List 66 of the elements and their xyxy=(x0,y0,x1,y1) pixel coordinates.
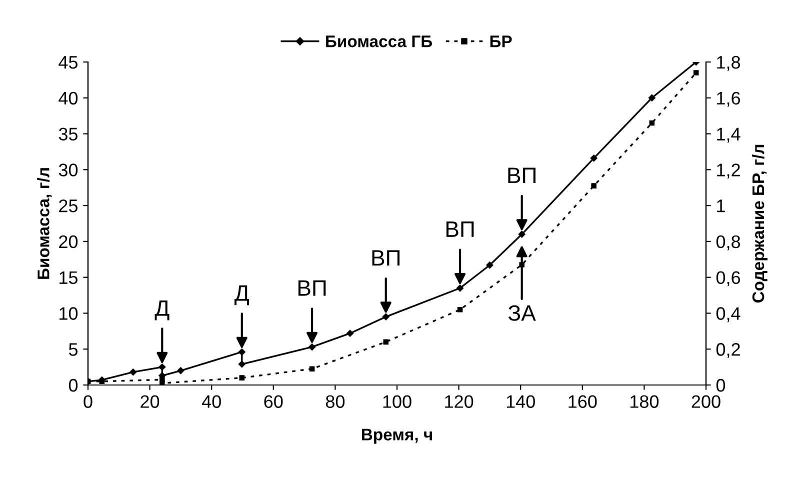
y-tick-label: 45 xyxy=(58,56,78,69)
legend-label: Биомасса ГБ xyxy=(326,36,432,48)
point xyxy=(239,375,245,380)
point xyxy=(486,262,494,269)
y2-axis-title: Содержание БР, г/л xyxy=(752,144,768,303)
y2-tick-label: 1,6 xyxy=(717,92,740,107)
annotation: ВП xyxy=(298,280,326,296)
point xyxy=(99,378,105,384)
y2-tick-label: 0,6 xyxy=(716,271,740,286)
y-tick-label: 40 xyxy=(58,92,78,105)
point xyxy=(346,330,354,337)
x-tick-label: 120 xyxy=(445,395,474,408)
point xyxy=(590,154,598,162)
point xyxy=(519,262,524,268)
annotation: Д xyxy=(234,285,249,306)
point xyxy=(308,344,316,350)
point xyxy=(382,313,390,320)
y-tick-label: 15 xyxy=(60,271,78,284)
point xyxy=(649,120,655,126)
annotation: Д xyxy=(154,300,170,320)
y2-tick-label: 0,8 xyxy=(716,235,740,250)
y2-tick-label: 1 xyxy=(717,200,725,212)
y-tick-label: 10 xyxy=(60,307,78,320)
x-tick-label: 160 xyxy=(568,395,597,408)
x-tick-label: 80 xyxy=(326,395,345,408)
point xyxy=(309,366,315,372)
y-tick-label: 30 xyxy=(58,164,78,176)
y2-tick-label: 1,4 xyxy=(717,128,740,143)
point xyxy=(177,367,184,374)
point xyxy=(648,94,656,102)
point xyxy=(693,70,699,76)
x-tick-label: 20 xyxy=(140,395,160,408)
y-tick-label: 25 xyxy=(59,199,78,212)
x-tick-label: 100 xyxy=(383,395,412,408)
point xyxy=(160,380,165,385)
x-tick-label: 180 xyxy=(630,395,659,408)
point xyxy=(456,284,464,292)
y-tick-label: 20 xyxy=(59,235,78,248)
y2-tick-label: 1,2 xyxy=(717,164,740,179)
x-tick-label: 60 xyxy=(264,395,283,408)
annotation: ЗА xyxy=(508,305,536,321)
y-tick-label: 35 xyxy=(58,128,78,140)
y-axis-title: Биомасса, г/л xyxy=(37,168,52,279)
point xyxy=(457,306,463,312)
annotation: ВП xyxy=(508,168,536,183)
legend-label: БР xyxy=(490,36,512,48)
annotation: ВП xyxy=(446,222,474,237)
y-tick-label: 0 xyxy=(68,378,78,392)
point xyxy=(238,348,246,356)
y2-tick-label: 0,4 xyxy=(716,307,740,322)
x-tick-label: 40 xyxy=(202,395,221,408)
point xyxy=(238,360,246,368)
y2-tick-label: 1,8 xyxy=(717,56,740,71)
point xyxy=(383,339,389,345)
point xyxy=(130,368,137,376)
annotation: ВП xyxy=(372,250,400,266)
point xyxy=(158,364,166,370)
x-tick-label: 0 xyxy=(84,395,92,408)
y2-tick-label: 0,2 xyxy=(716,343,740,358)
y2-tick-label: 0 xyxy=(716,378,726,392)
x-axis-title: Время, ч xyxy=(362,428,432,444)
point xyxy=(518,230,526,238)
y-tick-label: 5 xyxy=(68,343,78,356)
point xyxy=(591,183,596,188)
x-tick-label: 200 xyxy=(692,395,720,408)
x-tick-label: 140 xyxy=(506,395,535,408)
